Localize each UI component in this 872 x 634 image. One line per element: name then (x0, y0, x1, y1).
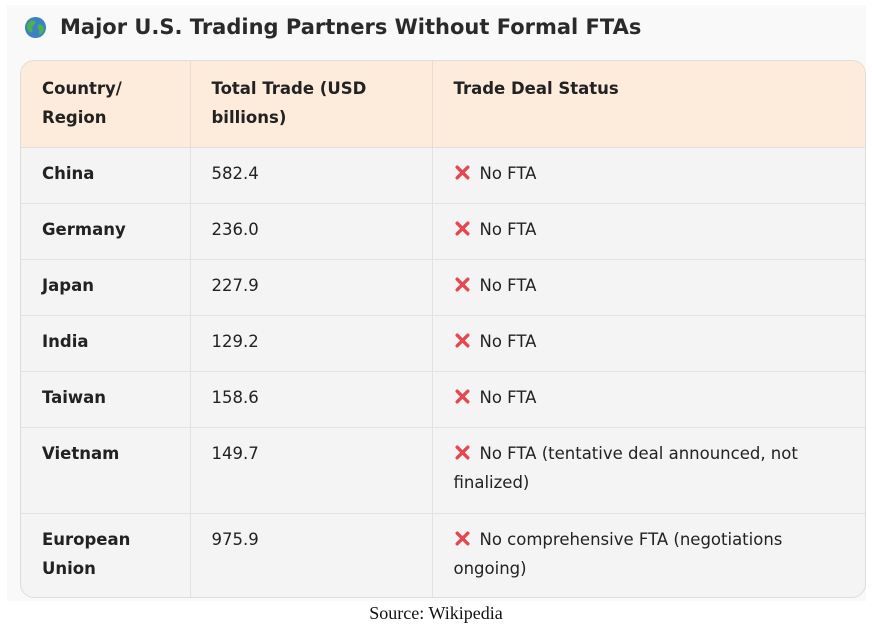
status-cell: No comprehensive FTA (negotiations ongoi… (432, 513, 865, 597)
page-title-text: Major U.S. Trading Partners Without Form… (60, 15, 642, 39)
trade-value-cell: 582.4 (190, 147, 433, 204)
page-title: Major U.S. Trading Partners Without Form… (24, 12, 641, 42)
trade-value-cell: 975.9 (190, 513, 433, 597)
country-cell: Germany (21, 203, 191, 260)
trade-value-cell: 149.7 (190, 427, 433, 514)
cross-mark-icon (454, 276, 470, 292)
status-text: No FTA (479, 331, 537, 351)
table-row: China 582.4 No FTA (21, 147, 865, 204)
status-text: No FTA (479, 387, 537, 407)
trade-value-cell: 129.2 (190, 315, 433, 372)
trade-value-cell: 158.6 (190, 371, 433, 428)
cross-mark-icon (454, 530, 470, 546)
status-text: No FTA (479, 275, 537, 295)
status-text: No FTA (479, 219, 537, 239)
country-cell: European Union (21, 513, 191, 597)
globe-icon (24, 16, 47, 38)
table-header-row: Country/ Region Total Trade (USD billion… (21, 61, 865, 148)
cross-mark-icon (454, 220, 470, 236)
status-cell: No FTA (432, 315, 865, 372)
table-row: Vietnam 149.7 No FTA (tentative deal annou… (21, 427, 865, 514)
cross-mark-icon (454, 332, 470, 348)
cross-mark-icon (454, 388, 470, 404)
trade-table: Country/ Region Total Trade (USD billion… (21, 61, 865, 597)
source-caption: Source: Wikipedia (369, 603, 503, 623)
table-row: Japan 227.9 No FTA (21, 259, 865, 316)
country-cell: Vietnam (21, 427, 191, 514)
column-header-country: Country/ Region (21, 61, 191, 148)
table-row: Germany 236.0 No FTA (21, 203, 865, 260)
status-cell: No FTA (tentative deal announced, not fi… (432, 427, 865, 514)
country-cell: Japan (21, 259, 191, 316)
table-row: Taiwan 158.6 No FTA (21, 371, 865, 428)
status-cell: No FTA (432, 203, 865, 260)
trade-value-cell: 227.9 (190, 259, 433, 316)
country-cell: Taiwan (21, 371, 191, 428)
table-row: India 129.2 No FTA (21, 315, 865, 372)
column-header-trade: Total Trade (USD billions) (190, 61, 433, 148)
column-header-status: Trade Deal Status (432, 61, 865, 148)
cross-mark-icon (454, 164, 470, 180)
trade-value-cell: 236.0 (190, 203, 433, 260)
cross-mark-icon (454, 444, 470, 460)
status-cell: No FTA (432, 147, 865, 204)
country-cell: China (21, 147, 191, 204)
country-cell: India (21, 315, 191, 372)
status-text: No comprehensive FTA (negotiations ongoi… (453, 529, 783, 578)
table-row: European Union 975.9 No comprehensive FTA … (21, 513, 865, 597)
status-text: No FTA (479, 163, 537, 183)
status-cell: No FTA (432, 259, 865, 316)
status-text: No FTA (tentative deal announced, not fi… (453, 443, 798, 492)
trade-table-card: Country/ Region Total Trade (USD billion… (20, 60, 866, 598)
status-cell: No FTA (432, 371, 865, 428)
